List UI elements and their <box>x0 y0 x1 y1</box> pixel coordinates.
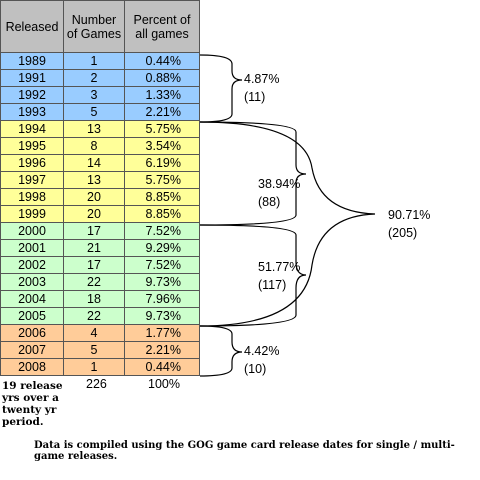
combined-count: (205) <box>388 226 418 240</box>
cell-year: 2001 <box>0 239 64 257</box>
table-body: 1989 1 0.44% 1991 2 0.88% 1992 3 1.33% 1993 5 2.21%… <box>0 52 200 376</box>
header-percent: Percent of all games <box>124 0 200 53</box>
group-label-combined: 90.71% (205) <box>388 206 430 242</box>
total-games-count: 226 <box>86 377 107 391</box>
table-row: 2006 4 1.77% <box>0 324 200 342</box>
release-stats-table: Released Number of Games Percent of all … <box>0 0 200 376</box>
brace-combined <box>199 121 376 327</box>
group-pct: 51.77% <box>258 260 301 274</box>
cell-percent: 9.29% <box>124 239 200 257</box>
group-label-1989-1993: 4.87% (11) <box>244 70 279 106</box>
brace-group-4 <box>199 325 243 377</box>
cell-percent: 2.21% <box>124 341 200 359</box>
table-row: 1994 13 5.75% <box>0 120 200 138</box>
cell-year: 2008 <box>0 358 64 376</box>
header-released: Released <box>0 0 64 53</box>
group-label-2000-2005: 51.77% (117) <box>258 258 300 294</box>
group-count: (10) <box>244 362 267 376</box>
cell-year: 2005 <box>0 307 64 325</box>
group-count: (11) <box>244 90 266 104</box>
brace-group-3 <box>199 224 307 327</box>
table-header-row: Released Number of Games Percent of all … <box>0 0 200 53</box>
group-pct: 4.42% <box>244 344 280 358</box>
table-row: 1999 20 8.85% <box>0 205 200 223</box>
cell-year: 2003 <box>0 273 64 291</box>
total-percent: 100% <box>148 377 180 391</box>
cell-year: 2006 <box>0 324 64 342</box>
cell-percent: 5.75% <box>124 120 200 138</box>
table-row: 1997 13 5.75% <box>0 171 200 189</box>
cell-year: 2002 <box>0 256 64 274</box>
brace-group-1 <box>199 54 243 123</box>
group-count: (117) <box>258 278 287 292</box>
group-label-1994-1999: 38.94% (88) <box>258 175 300 211</box>
brace-group-2 <box>199 121 307 226</box>
table-row: 1989 1 0.44% <box>0 52 200 70</box>
group-pct: 38.94% <box>258 177 301 191</box>
table-row: 1996 14 6.19% <box>0 154 200 172</box>
table-row: 1991 2 0.88% <box>0 69 200 87</box>
cell-percent: 3.54% <box>124 137 200 155</box>
table-row: 2001 21 9.29% <box>0 239 200 257</box>
cell-percent: 5.75% <box>124 171 200 189</box>
cell-percent: 8.85% <box>124 205 200 223</box>
table-row: 1993 5 2.21% <box>0 103 200 121</box>
group-label-2006-2008: 4.42% (10) <box>244 342 279 378</box>
table-row: 2000 17 7.52% <box>0 222 200 240</box>
group-count: (88) <box>258 195 281 209</box>
cell-percent: 7.52% <box>124 222 200 240</box>
cell-percent: 0.88% <box>124 69 200 87</box>
cell-count: 13 <box>63 120 125 138</box>
combined-pct: 90.71% <box>388 208 431 222</box>
cell-percent: 1.77% <box>124 324 200 342</box>
table-row: 2003 22 9.73% <box>0 273 200 291</box>
cell-percent: 0.44% <box>124 358 200 376</box>
cell-year: 1994 <box>0 120 64 138</box>
data-source-footnote: Data is compiled using the GOG game card… <box>34 440 455 462</box>
cell-percent: 9.73% <box>124 273 200 291</box>
release-years-note: 19 release yrs over a twenty yr period. <box>2 380 63 428</box>
table-row: 1992 3 1.33% <box>0 86 200 104</box>
table-row: 1995 8 3.54% <box>0 137 200 155</box>
table-row: 2007 5 2.21% <box>0 341 200 359</box>
cell-year: 1989 <box>0 52 64 70</box>
table-row: 2008 1 0.44% <box>0 358 200 376</box>
cell-year: 2000 <box>0 222 64 240</box>
group-pct: 4.87% <box>244 72 280 86</box>
